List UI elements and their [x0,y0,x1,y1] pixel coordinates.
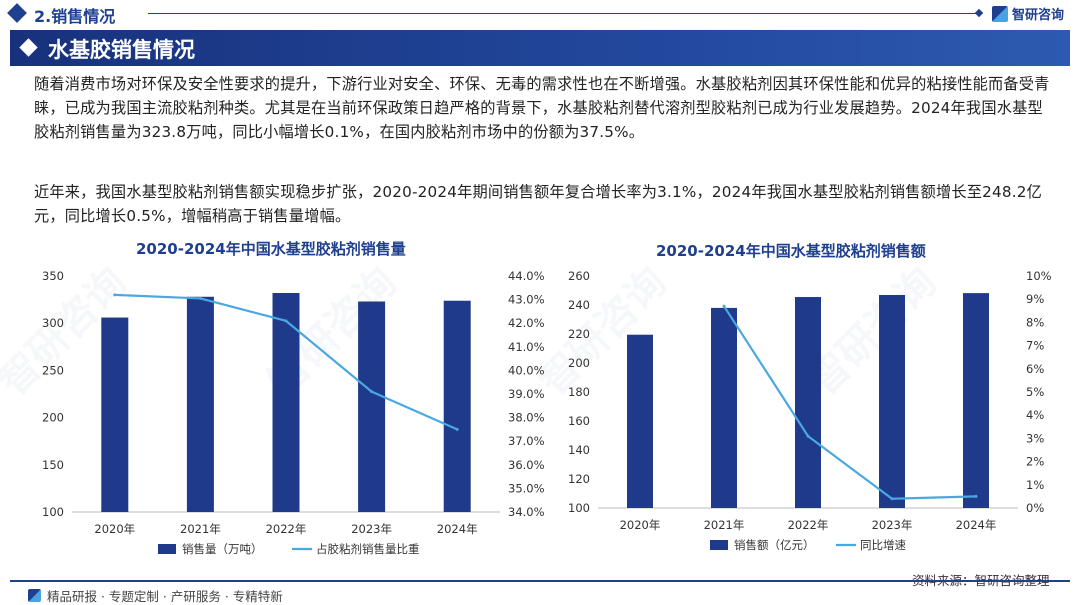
left-axis-tick-label: 240 [568,298,590,312]
left-axis-tick-label: 180 [568,385,590,399]
right-axis-tick-label: 41.0% [508,340,545,354]
left-axis-tick-label: 160 [568,414,590,428]
brand: 智研咨询 [992,4,1064,23]
bar-1 [101,317,129,512]
left-axis-tick-label: 260 [568,269,590,283]
x-tick-label: 2022年 [266,522,307,536]
x-tick-label: 2020年 [94,522,135,536]
right-axis-tick-label: 39.0% [508,387,545,401]
bar-5 [443,300,471,512]
x-tick-label: 2020年 [620,518,661,532]
x-tick-label: 2022年 [788,518,829,532]
left-axis-tick-label: 100 [42,505,64,519]
right-axis-tick-label: 35.0% [508,481,545,495]
brand-name: 智研咨询 [1012,8,1065,23]
left-axis-tick-label: 150 [42,458,64,472]
right-axis-tick-label: 9% [1026,292,1044,306]
left-axis-tick-label: 200 [568,356,590,370]
chart-title-revenue: 2020-2024年中国水基型胶粘剂销售额 [656,242,926,260]
right-axis-tick-label: 38.0% [508,411,545,425]
x-tick-label: 2024年 [956,518,997,532]
chart-title-volume: 2020-2024年中国水基型胶粘剂销售量 [136,240,406,258]
section-title: 2.销售情况 [34,7,116,26]
bar-5 [963,293,989,508]
line-series [723,305,977,500]
brand-logo-icon [28,589,41,602]
x-tick-label: 2023年 [872,518,913,532]
left-axis-tick-label: 100 [568,501,590,515]
right-axis-tick-label: 6% [1026,362,1044,376]
x-tick-label: 2021年 [180,522,221,536]
bar-3 [795,297,821,508]
bar-2 [711,307,737,508]
right-axis-tick-label: 37.0% [508,434,545,448]
diamond-icon [974,8,984,18]
line-point-4 [890,497,894,501]
line-point-1 [113,293,117,297]
right-axis-tick-label: 34.0% [508,505,545,519]
legend-bar-swatch [710,540,728,550]
left-axis-tick-label: 300 [42,316,64,330]
paragraph-2: 近年来，我国水基型胶粘剂销售额实现稳步扩张，2020-2024年期间销售额年复合… [34,183,1043,225]
footer-divider [10,580,1070,582]
left-axis-tick-label: 140 [568,443,590,457]
line-point-3 [806,434,810,438]
left-axis-tick-label: 250 [42,363,64,377]
line-point-5 [455,427,459,431]
bar-1 [627,334,653,508]
chart-revenue: 100 120 140 160 180 200 220 240 260 0% 1% 2% 3% 4% 5% 6… [568,269,1052,552]
right-axis-tick-label: 1% [1026,478,1044,492]
line-point-3 [284,319,288,323]
top-bar: 2.销售情况 智研咨询 [0,0,1080,28]
right-axis-tick-label: 7% [1026,339,1044,353]
bar-4 [879,294,905,508]
diamond-icon [7,3,27,23]
right-axis-tick-label: 43.0% [508,293,545,307]
right-axis-tick-label: 2% [1026,455,1044,469]
right-axis-tick-label: 42.0% [508,316,545,330]
x-tick-label: 2024年 [437,522,478,536]
legend-line-label: 同比增速 [860,538,906,552]
paragraph-1: 随着消费市场对环保及安全性要求的提升，下游行业对安全、环保、无毒的需求性也在不断… [34,75,1050,141]
divider [148,13,980,14]
left-axis-tick-label: 120 [568,472,590,486]
right-axis-tick-label: 40.0% [508,363,545,377]
title-banner: 水基胶销售情况 [10,30,1070,66]
footer: 精品研报 · 专题定制 · 产研服务 · 专精特新 [28,586,283,605]
line-point-2 [722,304,726,308]
bar-3 [272,292,300,512]
legend-line-label: 占胶粘剂销售量比重 [316,542,420,556]
line-point-5 [974,494,978,498]
brand-logo-icon [992,5,1008,22]
bar-2 [186,296,214,512]
right-axis-tick-label: 10% [1026,269,1052,283]
x-tick-label: 2021年 [704,518,745,532]
right-axis-tick-label: 8% [1026,315,1044,329]
legend-bar-label: 销售量（万吨） [182,542,263,556]
diamond-icon [19,38,38,57]
bar-4 [358,301,386,512]
right-axis-tick-label: 4% [1026,408,1044,422]
right-axis-tick-label: 5% [1026,385,1044,399]
right-axis-tick-label: 0% [1026,501,1044,515]
left-axis-tick-label: 220 [568,327,590,341]
line-point-2 [198,296,202,300]
right-axis-tick-label: 44.0% [508,269,545,283]
chart-volume: 100 150 200 250 300 350 34.0% 35.0% 36.0% 37.0% 38… [42,269,545,556]
page-title: 水基胶销售情况 [48,38,195,62]
legend-bar-swatch [158,544,176,554]
line-point-4 [370,390,374,394]
left-axis-tick-label: 350 [42,269,64,283]
x-tick-label: 2023年 [351,522,392,536]
footer-tagline: 精品研报 · 专题定制 · 产研服务 · 专精特新 [47,589,283,604]
right-axis-tick-label: 3% [1026,431,1044,445]
left-axis-tick-label: 200 [42,411,64,425]
right-axis-tick-label: 36.0% [508,458,545,472]
legend-bar-label: 销售额（亿元） [734,538,815,552]
